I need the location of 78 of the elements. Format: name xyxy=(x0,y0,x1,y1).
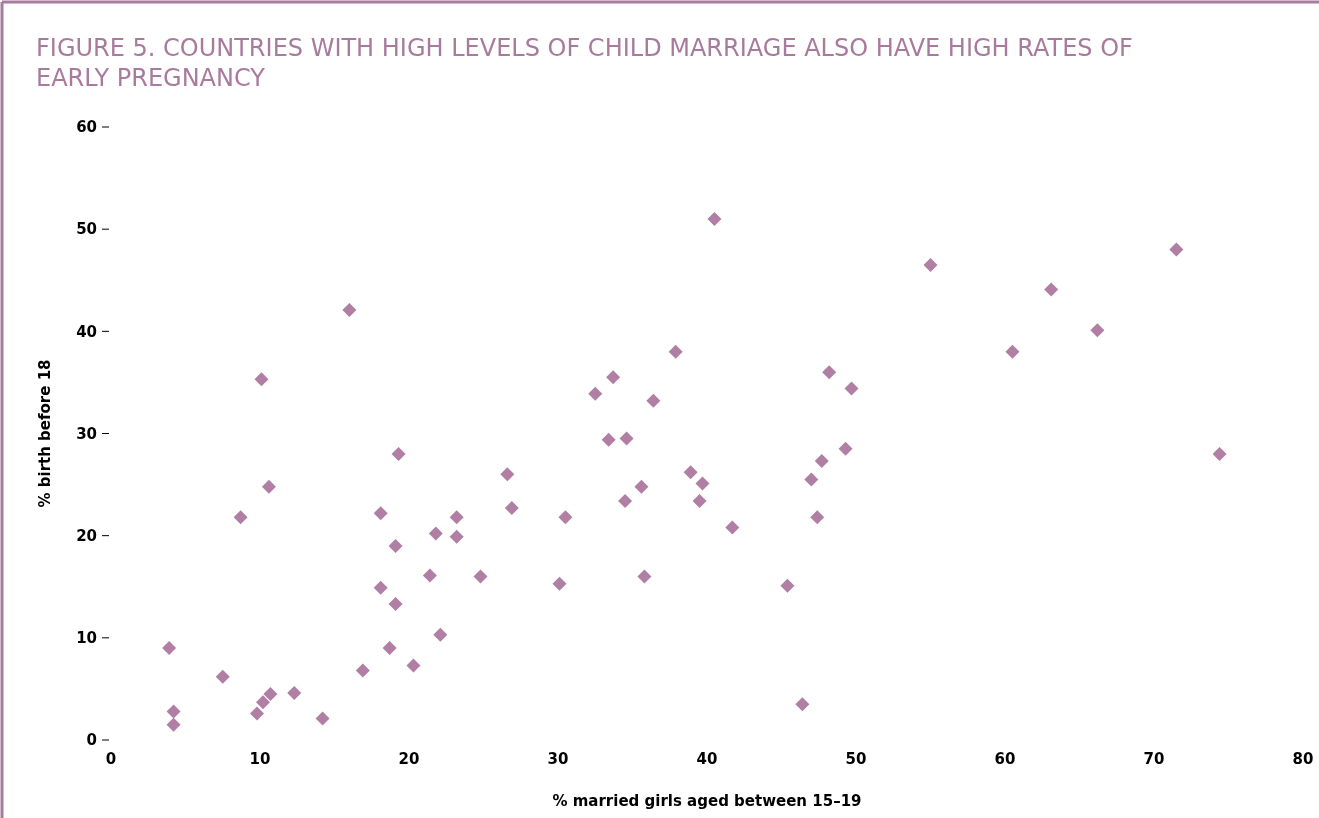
y-axis-title: % birth before 18 xyxy=(36,359,54,508)
point xyxy=(166,717,181,732)
point xyxy=(810,510,825,525)
point xyxy=(619,431,634,446)
y-tick-label: 40 xyxy=(76,322,97,341)
point xyxy=(1005,344,1020,359)
point xyxy=(683,465,698,480)
point xyxy=(1212,446,1227,461)
point xyxy=(342,302,357,317)
point xyxy=(263,687,278,702)
point xyxy=(838,441,853,456)
point xyxy=(250,706,265,721)
point xyxy=(601,432,616,447)
point xyxy=(254,372,269,387)
point xyxy=(261,479,276,494)
x-tick-label: 40 xyxy=(696,750,718,768)
point xyxy=(215,669,230,684)
y-tick-label: 50 xyxy=(76,220,97,239)
point xyxy=(844,381,859,396)
point xyxy=(814,454,829,469)
point xyxy=(162,641,177,656)
x-axis-title: % married girls aged between 15–19 xyxy=(552,792,862,810)
point xyxy=(449,529,464,544)
point xyxy=(166,704,181,719)
point xyxy=(355,663,370,678)
point xyxy=(255,695,270,710)
point xyxy=(692,493,707,508)
point xyxy=(923,257,938,272)
point xyxy=(668,344,683,359)
point xyxy=(373,506,388,521)
point xyxy=(428,526,443,541)
x-tick-label: 50 xyxy=(845,750,867,768)
point xyxy=(558,510,573,525)
point xyxy=(606,370,621,385)
x-tick-label: 80 xyxy=(1292,750,1314,768)
x-tick-label: 30 xyxy=(547,750,569,768)
point xyxy=(287,686,302,700)
point xyxy=(637,569,652,584)
point xyxy=(449,510,464,525)
x-tick-label: 70 xyxy=(1143,750,1165,768)
point xyxy=(822,365,837,380)
x-tick-label: 10 xyxy=(249,750,271,768)
point xyxy=(618,493,633,508)
point xyxy=(795,697,810,712)
y-tick-label: 30 xyxy=(76,424,97,443)
x-tick-label: 0 xyxy=(105,750,117,768)
point xyxy=(634,479,649,494)
point xyxy=(233,510,248,525)
x-tick-label: 60 xyxy=(994,750,1016,768)
point xyxy=(433,627,448,642)
point xyxy=(406,658,421,673)
x-tick-label: 20 xyxy=(398,750,420,768)
point xyxy=(695,476,710,491)
point xyxy=(388,597,403,612)
point xyxy=(382,641,397,656)
y-tick-label: 0 xyxy=(86,731,97,750)
chart-title: FIGURE 5. COUNTRIES WITH HIGH LEVELS OF CHILD MARRIAGE ALSO HAVE HIGH RATES OF EARLY PREGNANCY xyxy=(36,34,1133,92)
point xyxy=(388,538,403,553)
y-tick-label: 20 xyxy=(76,526,97,545)
point xyxy=(707,211,722,226)
point xyxy=(391,446,406,461)
point xyxy=(552,576,567,591)
point xyxy=(504,501,519,516)
point xyxy=(780,578,795,593)
point xyxy=(1044,282,1059,297)
point xyxy=(804,472,819,487)
y-tick-label: 10 xyxy=(76,629,97,648)
y-tick-label: 60 xyxy=(76,118,97,137)
point xyxy=(1090,323,1105,338)
point xyxy=(422,568,437,583)
point xyxy=(500,467,515,482)
point xyxy=(373,580,388,595)
point xyxy=(646,393,661,408)
point xyxy=(315,711,330,726)
point xyxy=(473,569,488,584)
point xyxy=(725,520,740,535)
point xyxy=(588,386,603,401)
point xyxy=(1169,242,1184,257)
